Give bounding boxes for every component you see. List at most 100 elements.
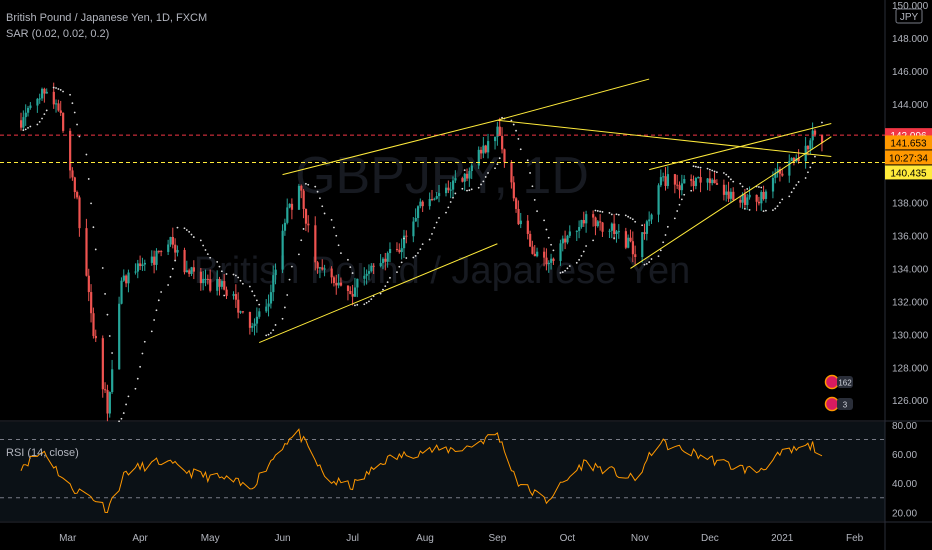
sar-dot: [104, 293, 106, 295]
sar-dot: [596, 210, 599, 212]
candle-body: [176, 249, 179, 253]
candle-body: [38, 98, 41, 100]
candle-body: [85, 228, 88, 276]
candle-body: [437, 193, 441, 197]
candle-body: [265, 306, 268, 312]
sar-dot: [319, 197, 321, 200]
sar-dot: [223, 294, 226, 297]
candle-body: [45, 91, 48, 94]
sar-dot: [78, 135, 81, 138]
sar-dot: [188, 230, 191, 233]
sar-dot: [206, 253, 209, 255]
candle-body: [477, 149, 480, 166]
candle-body: [790, 157, 793, 161]
candle-body: [755, 194, 758, 202]
sar-dot: [543, 219, 545, 222]
sar-dot: [461, 187, 464, 190]
event-count-badge[interactable]: [837, 398, 853, 410]
candle-body: [746, 197, 749, 205]
sar-dot: [111, 352, 113, 354]
sar-dot: [438, 217, 440, 219]
candle-body: [272, 275, 275, 293]
candle-body: [59, 110, 62, 113]
sar-dot: [85, 153, 88, 156]
event-flag-icon[interactable]: [824, 396, 840, 412]
candle-body: [353, 287, 357, 297]
candle-body: [241, 311, 245, 313]
candle-body: [503, 149, 506, 163]
sar-dot: [793, 187, 795, 190]
candle-body: [414, 218, 417, 222]
candle-body: [690, 179, 693, 181]
rsi-tick-label: 40.00: [892, 479, 917, 490]
event-flag-icon[interactable]: [824, 374, 840, 390]
sar-dot: [171, 267, 174, 270]
sar-dot: [389, 276, 391, 279]
candle-body: [470, 165, 473, 172]
candle-body: [641, 232, 644, 258]
candle-body: [617, 231, 620, 233]
sar-dot: [529, 172, 531, 174]
sar-dot: [134, 387, 137, 390]
sar-dot: [498, 157, 501, 160]
sar-dot: [624, 214, 627, 217]
sar-dots-group: [22, 86, 823, 423]
candle-body: [76, 192, 79, 198]
candle-body: [78, 197, 81, 229]
candle-body: [302, 190, 305, 210]
sar-dot: [533, 199, 536, 201]
event-count-badge[interactable]: [837, 376, 853, 388]
candle-body: [659, 177, 663, 186]
candle-body: [223, 281, 226, 290]
candle-body: [386, 253, 389, 262]
candle-body: [683, 179, 686, 184]
sar-dot: [347, 258, 349, 261]
price-badge-text: 140.435: [890, 168, 927, 179]
candle-body: [395, 249, 399, 251]
sar-dot: [421, 243, 424, 246]
candle-body: [713, 179, 716, 184]
sar-dot: [566, 267, 569, 270]
sar-dot: [433, 226, 436, 229]
candle-body: [134, 271, 137, 273]
sar-dot: [106, 313, 109, 316]
sar-dot: [52, 86, 55, 89]
candle-body: [332, 277, 336, 283]
sar-dot: [814, 155, 816, 158]
candle-body: [517, 208, 520, 225]
sar-dot: [727, 175, 730, 178]
sar-dot: [29, 125, 32, 128]
candle-body: [239, 311, 242, 313]
sar-dot: [38, 120, 41, 123]
candle-body: [108, 392, 111, 414]
time-axis-label: Feb: [846, 533, 864, 544]
sar-dot: [94, 248, 97, 251]
sar-dot: [251, 290, 254, 293]
sar-dot: [772, 209, 774, 212]
candle-body: [543, 251, 546, 258]
sar-dot: [650, 258, 653, 260]
candle-body: [739, 199, 742, 203]
candle-body: [445, 187, 448, 194]
candle-body: [568, 231, 571, 236]
sar-dot: [561, 271, 564, 274]
candle-body: [120, 280, 123, 304]
sar-dot: [57, 88, 60, 90]
sar-dot: [185, 229, 188, 231]
candle-body: [797, 158, 800, 162]
candle-body: [657, 185, 660, 215]
sar-dot: [664, 234, 667, 236]
candle-body: [188, 270, 191, 274]
sar-dot: [468, 189, 471, 192]
candle-body: [624, 231, 628, 248]
sar-dot: [790, 191, 793, 194]
sar-dot: [480, 183, 482, 186]
sar-dot: [601, 211, 604, 213]
candle-body: [813, 130, 817, 135]
sar-dot: [715, 171, 718, 174]
sar-dot: [199, 239, 202, 242]
sar-dot: [807, 171, 809, 174]
candle-body: [482, 145, 485, 154]
sar-dot: [547, 236, 550, 239]
